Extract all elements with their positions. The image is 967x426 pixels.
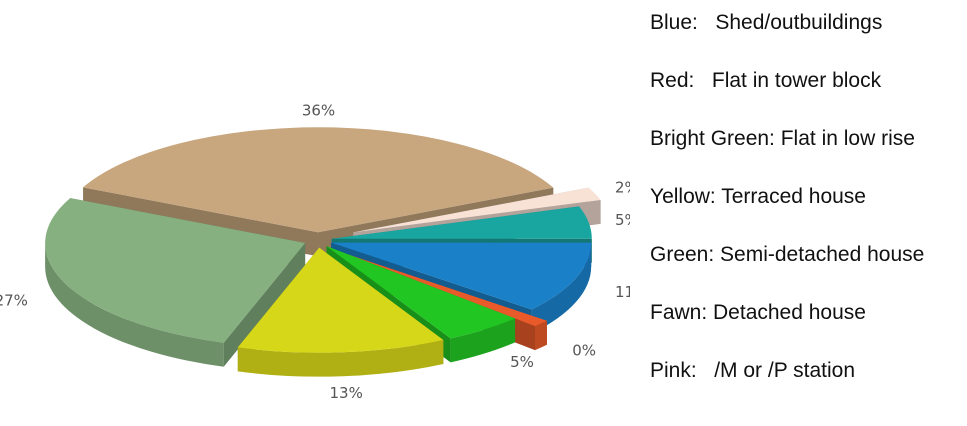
- pie-chart: 11% 0% 5% 13% 27% 36% 2% 5%: [0, 102, 630, 402]
- legend-item-pink: Pink: /M or /P station: [650, 359, 856, 382]
- chart-legend: Blue: Shed/outbuildings Red: Flat in tow…: [650, 8, 967, 414]
- legend-item-bright-green: Bright Green: Flat in low rise: [650, 127, 915, 150]
- pie-label-5: 36%: [302, 102, 335, 120]
- pie-label-4: 27%: [0, 291, 28, 309]
- pie-label-6: 2%: [615, 179, 630, 197]
- pie-slice-top-5: [83, 127, 554, 233]
- pie-slice-top-2: [326, 246, 516, 339]
- pie-slice-top-6: [353, 187, 601, 233]
- pie-slice-side-4: [45, 243, 224, 367]
- legend-item-blue: Blue: Shed/outbuildings: [650, 11, 883, 34]
- slice-layer: [45, 127, 601, 377]
- legend-item-yellow: Yellow: Terraced house: [650, 185, 866, 208]
- pie-slice-4: [45, 198, 306, 367]
- pie-slice-side-0: [531, 242, 592, 334]
- pie-label-1: 0%: [572, 342, 596, 360]
- pie-label-0: 11%: [615, 283, 630, 301]
- pie-slice-side-2: [450, 318, 516, 363]
- legend-item-green: Green: Semi-detached house: [650, 243, 925, 266]
- pie-label-2: 5%: [510, 353, 534, 371]
- label-layer: 11% 0% 5% 13% 27% 36% 2% 5%: [0, 102, 630, 402]
- legend-item-fawn: Fawn: Detached house: [650, 301, 866, 324]
- pie-label-7: 5%: [615, 211, 630, 229]
- pie-label-3: 13%: [330, 384, 363, 402]
- pie-slice-top-7: [331, 206, 592, 239]
- pie-slice-side-3: [237, 339, 444, 377]
- pie-slice-side-1: [534, 320, 547, 351]
- pie-slice-top-3: [237, 247, 444, 353]
- pie-slice-3: [237, 247, 444, 377]
- pie-slice-top-4: [45, 198, 306, 343]
- pie-slice-top-0: [331, 242, 592, 310]
- pie-slice-edge-4-0: [223, 243, 306, 367]
- pie-slice-top-1: [346, 253, 547, 327]
- legend-item-red: Red: Flat in tower block: [650, 69, 882, 92]
